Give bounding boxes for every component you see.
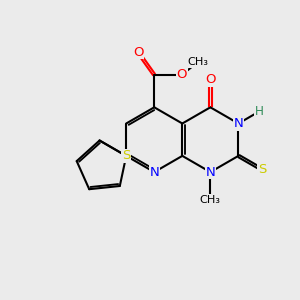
Text: O: O <box>133 46 143 59</box>
Text: N: N <box>206 166 215 178</box>
Text: S: S <box>122 149 130 162</box>
Text: N: N <box>233 117 243 130</box>
Text: CH₃: CH₃ <box>188 57 208 67</box>
Text: O: O <box>205 73 216 86</box>
Text: CH₃: CH₃ <box>200 195 221 205</box>
Text: S: S <box>258 163 266 176</box>
Text: H: H <box>255 105 264 118</box>
Text: O: O <box>176 68 187 81</box>
Text: N: N <box>149 166 159 178</box>
